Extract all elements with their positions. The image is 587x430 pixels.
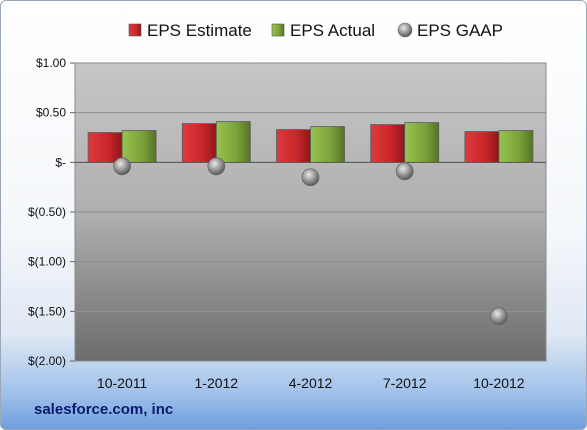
bar-eps-estimate <box>181 123 217 163</box>
bar-eps-estimate <box>276 129 311 163</box>
legend-label: EPS Estimate <box>147 21 252 40</box>
bar-eps-actual <box>404 122 440 163</box>
x-tick-label: 10-2012 <box>473 375 525 391</box>
x-tick-label: 7-2012 <box>383 375 427 391</box>
company-caption: salesforce.com, inc <box>34 401 174 418</box>
legend-swatch-eps-gaap <box>397 22 413 38</box>
marker-eps-gaap <box>113 157 131 176</box>
bar-eps-actual <box>215 121 251 163</box>
y-tick-label: $- <box>55 155 66 169</box>
x-tick-label: 1-2012 <box>195 375 239 391</box>
marker-eps-gaap <box>395 162 414 181</box>
y-tick-label: $0.50 <box>36 106 66 120</box>
marker-eps-gaap <box>489 307 508 326</box>
legend-label: EPS GAAP <box>417 21 503 40</box>
legend-swatch-eps-estimate <box>128 23 142 37</box>
bar-eps-estimate <box>464 131 500 163</box>
y-tick-label: $(0.50) <box>28 205 66 219</box>
marker-eps-gaap <box>207 157 226 176</box>
y-tick-label: $(2.00) <box>28 354 66 368</box>
bar-eps-estimate <box>87 132 123 163</box>
bar-eps-actual <box>310 126 345 163</box>
legend-label: EPS Actual <box>290 21 375 40</box>
bar-eps-actual <box>498 130 534 163</box>
y-tick-label: $(1.50) <box>28 304 66 318</box>
x-tick-label: 4-2012 <box>289 375 333 391</box>
y-tick-label: $(1.00) <box>28 255 66 269</box>
bar-eps-actual <box>121 130 157 163</box>
marker-eps-gaap <box>301 168 320 187</box>
bar-eps-estimate <box>370 124 406 163</box>
y-tick-label: $1.00 <box>36 56 66 70</box>
legend-swatch-eps-actual <box>271 23 285 37</box>
x-tick-label: 10-2011 <box>97 375 148 391</box>
